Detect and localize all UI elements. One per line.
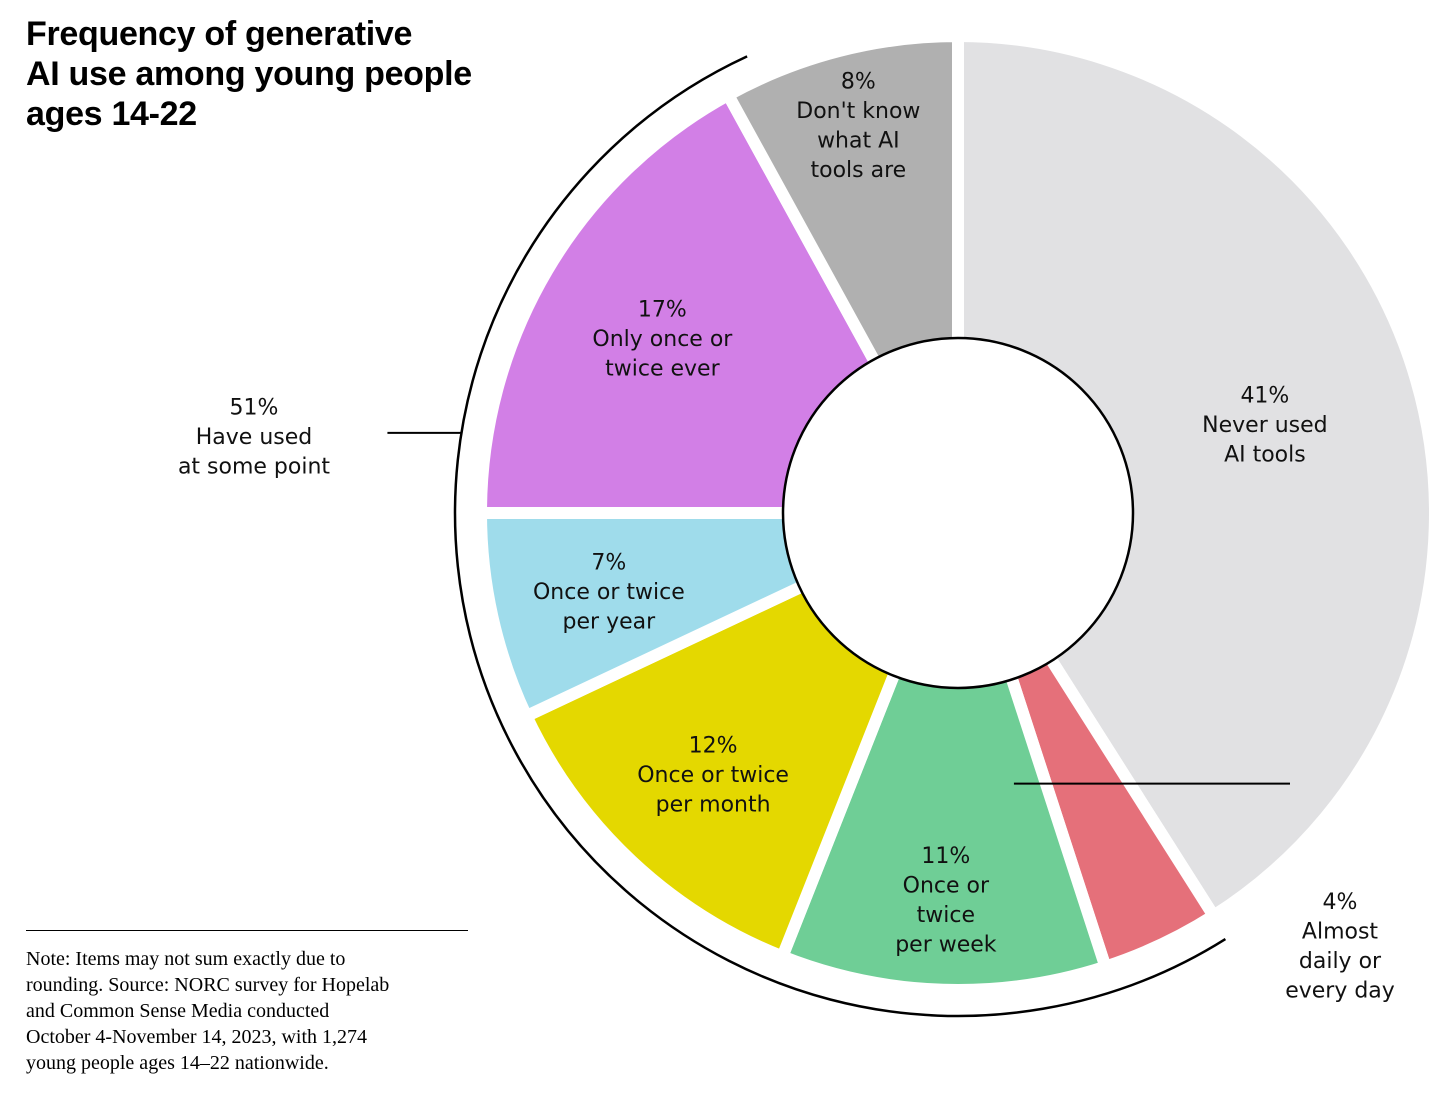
- note-line: October 4-November 14, 2023, with 1,274: [26, 1026, 368, 1048]
- slice-label: 8% Don't know what AI tools are: [796, 70, 920, 184]
- pie-slice: [774, 495, 1113, 996]
- source-note: Note: Items may not sum exactly due to r…: [26, 946, 486, 1076]
- note-line: Note: Items may not sum exactly due to: [26, 948, 346, 970]
- slice-label: 11% Once or twice per week: [895, 844, 997, 958]
- slice-label: 7% Once or twice per year: [533, 551, 685, 635]
- slice-label: 12% Once or twice per month: [637, 733, 789, 817]
- note-line: and Common Sense Media conducted: [26, 1000, 330, 1022]
- note-line: rounding. Source: NORC survey for Hopela…: [26, 974, 390, 996]
- title-line: ages 14-22: [26, 95, 197, 133]
- slice-label: 41% Never used AI tools: [1202, 383, 1328, 467]
- used-group-bracket-arc: [453, 55, 1227, 1018]
- title-line: AI use among young people: [26, 55, 472, 93]
- title-line: Frequency of generative: [26, 15, 413, 53]
- slice-label: 4% Almost daily or every day: [1285, 890, 1395, 1004]
- note-divider: [26, 930, 468, 931]
- slice-label: 17% Only once or twice ever: [592, 298, 733, 382]
- group-label: 51% Have used at some point: [178, 395, 330, 479]
- chart-title: Frequency of generative AI use among you…: [26, 14, 546, 134]
- note-line: young people ages 14–22 nationwide.: [26, 1052, 329, 1074]
- donut-hole: [781, 336, 1135, 690]
